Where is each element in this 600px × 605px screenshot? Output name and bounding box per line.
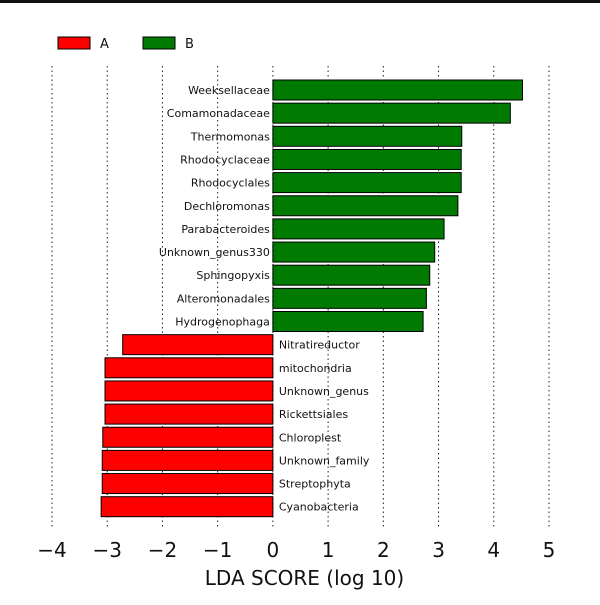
x-tick-label: 4	[487, 538, 500, 562]
bar-comamonadaceae	[272, 102, 511, 124]
bar-sphingopyxis	[272, 264, 431, 286]
bar-label: Rickettsiales	[279, 408, 348, 421]
bar-rickettsiales	[104, 403, 274, 425]
x-tick-label: −1	[203, 538, 232, 562]
bar-label: Thermomonas	[190, 130, 270, 143]
bar-label: Unknown_genus	[279, 385, 369, 398]
bar-rhodocyclales	[272, 172, 462, 194]
bar-label: Hydrogenophaga	[175, 316, 270, 329]
x-tick-label: 3	[432, 538, 445, 562]
bar-label: Chloroplest	[279, 431, 342, 444]
bar-unknown-family	[101, 449, 274, 471]
x-tick-label: −4	[37, 538, 66, 562]
bar-chloroplest	[102, 426, 274, 448]
bar-label: Cyanobacteria	[279, 501, 359, 514]
legend-label-a: A	[100, 37, 109, 52]
bar-label: Unknown_family	[279, 454, 370, 467]
bar-label: Weeksellaceae	[188, 84, 270, 97]
legend-label-b: B	[185, 37, 194, 52]
bar-unknown-genus	[104, 380, 274, 402]
bar-alteromonadales	[272, 287, 427, 309]
x-tick-label: 2	[377, 538, 390, 562]
bar-hydrogenophaga	[272, 311, 424, 332]
bar-label: Rhodocyclales	[191, 177, 270, 190]
bar-streptophyta	[101, 473, 274, 495]
bar-thermomonas	[272, 125, 463, 147]
top-border	[0, 0, 600, 3]
bar-label: Comamonadaceae	[167, 107, 270, 120]
x-tick-label: 5	[543, 538, 556, 562]
bar-label: mitochondria	[279, 362, 352, 375]
bar-label: Parabacteroides	[181, 223, 270, 236]
bar-label: Dechloromonas	[184, 200, 270, 213]
bar-dechloromonas	[272, 195, 459, 217]
bar-label: Alteromonadales	[177, 292, 270, 305]
bar-cyanobacteria	[100, 496, 274, 518]
bar-unknown-genus330	[272, 241, 436, 263]
x-tick-label: 1	[322, 538, 335, 562]
bar-nitratireductor	[122, 334, 274, 356]
bar-mitochondria	[104, 357, 274, 379]
bar-label: Rhodocyclaceae	[180, 153, 270, 166]
bar-label: Sphingopyxis	[196, 269, 270, 282]
x-axis: −4 −3 −2 −1 0 1 2 3 4 5	[37, 538, 555, 562]
bar-weeksellaceae	[272, 79, 523, 101]
x-axis-title: LDA SCORE (log 10)	[205, 566, 404, 590]
x-tick-label: −2	[148, 538, 177, 562]
bar-parabacteroides	[272, 218, 445, 240]
bar-label: Streptophyta	[279, 478, 351, 491]
bar-rhodocyclaceae	[272, 148, 462, 170]
x-tick-label: −3	[92, 538, 121, 562]
bars	[100, 79, 523, 518]
bar-label: Nitratireductor	[279, 339, 360, 352]
legend-swatch-a	[57, 36, 91, 50]
bar-labels: Weeksellaceae Comamonadaceae Thermomonas Rh…	[159, 84, 370, 514]
legend-swatch-b	[142, 36, 176, 50]
x-tick-label: 0	[267, 538, 280, 562]
bar-label: Unknown_genus330	[159, 246, 270, 259]
